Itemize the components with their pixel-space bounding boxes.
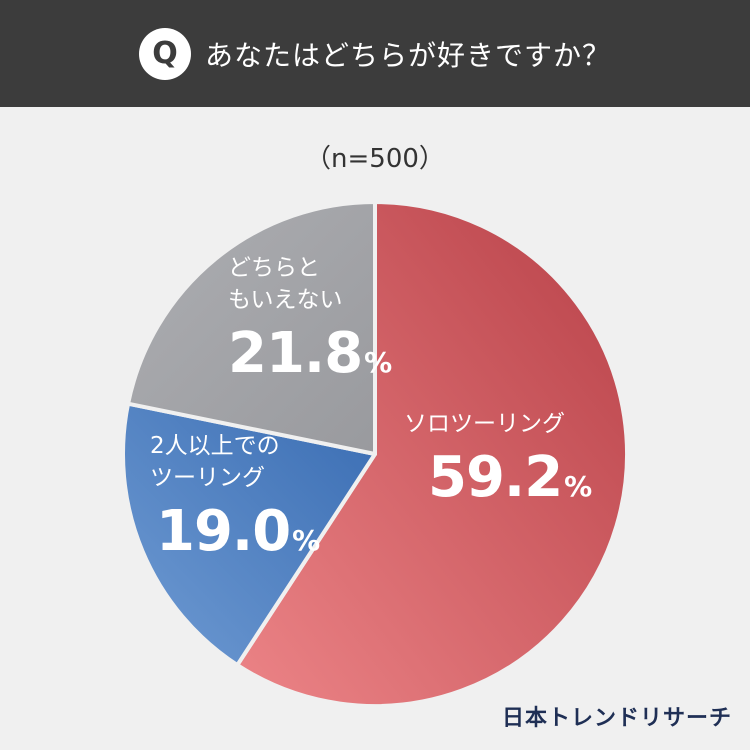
question-badge: Q (138, 27, 191, 80)
slice-label-solo: ソロツーリング 59.2% (404, 408, 592, 510)
slice-category-solo: ソロツーリング (404, 411, 565, 437)
brand-logo: 日本トレンドリサーチ (501, 706, 732, 731)
slice-value-solo: 59.2% (428, 445, 593, 510)
pie-slice-group (121, 401, 377, 668)
slice-category-group: 2人以上での ツーリング (150, 433, 280, 491)
slice-label-group: 2人以上での ツーリング 19.0% (150, 430, 320, 564)
slice-value-neither: 21.8% (228, 321, 393, 386)
sample-size: （n=500） (305, 144, 445, 174)
slice-value-group: 19.0% (156, 499, 321, 564)
question-header: Q あなたはどちらが好きですか？ (0, 0, 750, 107)
slice-category-neither: どちらと もいえない (228, 255, 343, 313)
slice-label-neither: どちらと もいえない 21.8% (228, 252, 392, 386)
pie-slice-neither (126, 200, 377, 456)
pie-slice-solo (235, 200, 629, 708)
question-text: あなたはどちらが好きですか？ (204, 38, 611, 72)
